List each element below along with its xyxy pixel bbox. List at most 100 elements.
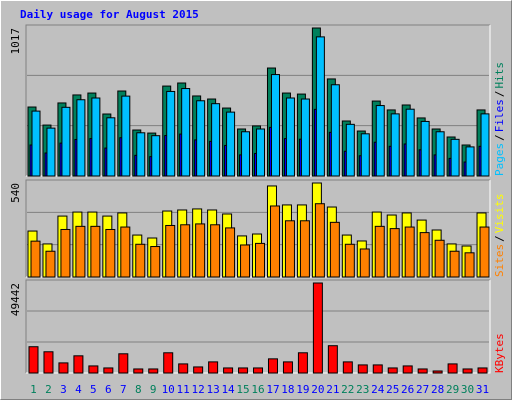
x-tick-label: 29	[446, 383, 459, 396]
bar	[88, 365, 99, 374]
x-tick-label: 3	[60, 383, 67, 396]
bar	[267, 358, 278, 374]
plot-area	[26, 280, 490, 373]
x-tick-label: 13	[206, 383, 219, 396]
legend-entry: Hits	[493, 62, 506, 89]
bar	[285, 97, 295, 177]
x-tick-label: 22	[341, 383, 354, 396]
bar	[136, 132, 146, 177]
legend-entry: Pages	[493, 143, 506, 176]
bar	[447, 363, 458, 374]
x-tick-label: 1	[30, 383, 37, 396]
bar	[165, 224, 176, 278]
bar	[390, 113, 400, 177]
bar	[417, 368, 428, 374]
bar	[404, 226, 415, 278]
bar	[299, 220, 310, 278]
bar	[178, 363, 189, 374]
x-tick-label: 11	[177, 383, 190, 396]
x-tick-label: 6	[105, 383, 112, 396]
bar	[282, 361, 293, 374]
bar	[58, 362, 69, 374]
bar	[30, 240, 41, 278]
bar	[45, 250, 56, 278]
bar	[255, 242, 266, 278]
x-tick-label: 7	[120, 383, 127, 396]
bar	[103, 367, 114, 374]
legend-separator: /	[493, 91, 506, 98]
bar	[90, 225, 101, 278]
bar	[211, 103, 221, 177]
bevel	[25, 179, 490, 277]
bar	[465, 146, 475, 177]
bar	[163, 352, 174, 374]
bar	[148, 368, 159, 374]
bar	[419, 232, 430, 278]
bar	[238, 367, 249, 374]
bar	[256, 128, 266, 177]
bar	[226, 111, 236, 177]
bar	[329, 221, 340, 278]
bar	[225, 227, 236, 278]
bar	[31, 110, 41, 177]
bar	[432, 370, 443, 374]
bar	[43, 351, 54, 374]
bar	[121, 95, 131, 177]
bar	[223, 367, 234, 374]
bar	[449, 250, 460, 278]
bar	[450, 138, 460, 177]
legend-entry: KBytes	[493, 333, 506, 373]
bar	[315, 36, 325, 177]
bar	[76, 99, 86, 177]
bar	[60, 228, 71, 278]
bevel	[25, 279, 490, 373]
bar	[372, 364, 383, 374]
bar	[241, 131, 251, 177]
bar	[73, 355, 84, 374]
bar	[300, 98, 310, 177]
x-tick-label: 21	[326, 383, 339, 396]
bar	[435, 131, 445, 177]
bar	[196, 100, 206, 177]
bar	[420, 120, 430, 177]
x-tick-label: 25	[386, 383, 399, 396]
bar	[360, 133, 370, 177]
bar	[464, 252, 475, 278]
x-tick-label: 24	[371, 383, 385, 396]
x-tick-label: 12	[192, 383, 205, 396]
bar	[405, 108, 415, 177]
bar	[269, 205, 280, 278]
x-tick-label: 30	[461, 383, 474, 396]
x-tick-label: 10	[162, 383, 175, 396]
x-tick-label: 4	[75, 383, 82, 396]
bar	[357, 364, 368, 374]
chart-title: Daily usage for August 2015	[20, 8, 199, 21]
bar	[480, 113, 490, 177]
x-tick-label: 14	[221, 383, 235, 396]
bar	[193, 366, 204, 374]
bar	[284, 220, 295, 278]
bar	[61, 106, 71, 177]
y-tick-label: 1017	[9, 28, 22, 55]
bar	[120, 226, 131, 278]
x-tick-label: 27	[416, 383, 429, 396]
x-tick-label: 18	[281, 383, 294, 396]
x-tick-label: 31	[476, 383, 489, 396]
bar	[375, 105, 385, 177]
bar	[297, 352, 308, 374]
bar	[75, 225, 86, 278]
bar	[91, 97, 101, 177]
legend-entry: Visits	[493, 194, 506, 234]
x-tick-label: 2	[45, 383, 52, 396]
bar	[374, 225, 385, 278]
x-tick-label: 8	[135, 383, 142, 396]
x-tick-label: 23	[356, 383, 369, 396]
bar	[106, 117, 116, 177]
bar	[180, 224, 191, 278]
x-tick-label: 20	[311, 383, 324, 396]
bar	[166, 90, 176, 177]
x-tick-label: 9	[150, 383, 157, 396]
x-tick-label: 16	[251, 383, 264, 396]
bar	[314, 203, 325, 278]
